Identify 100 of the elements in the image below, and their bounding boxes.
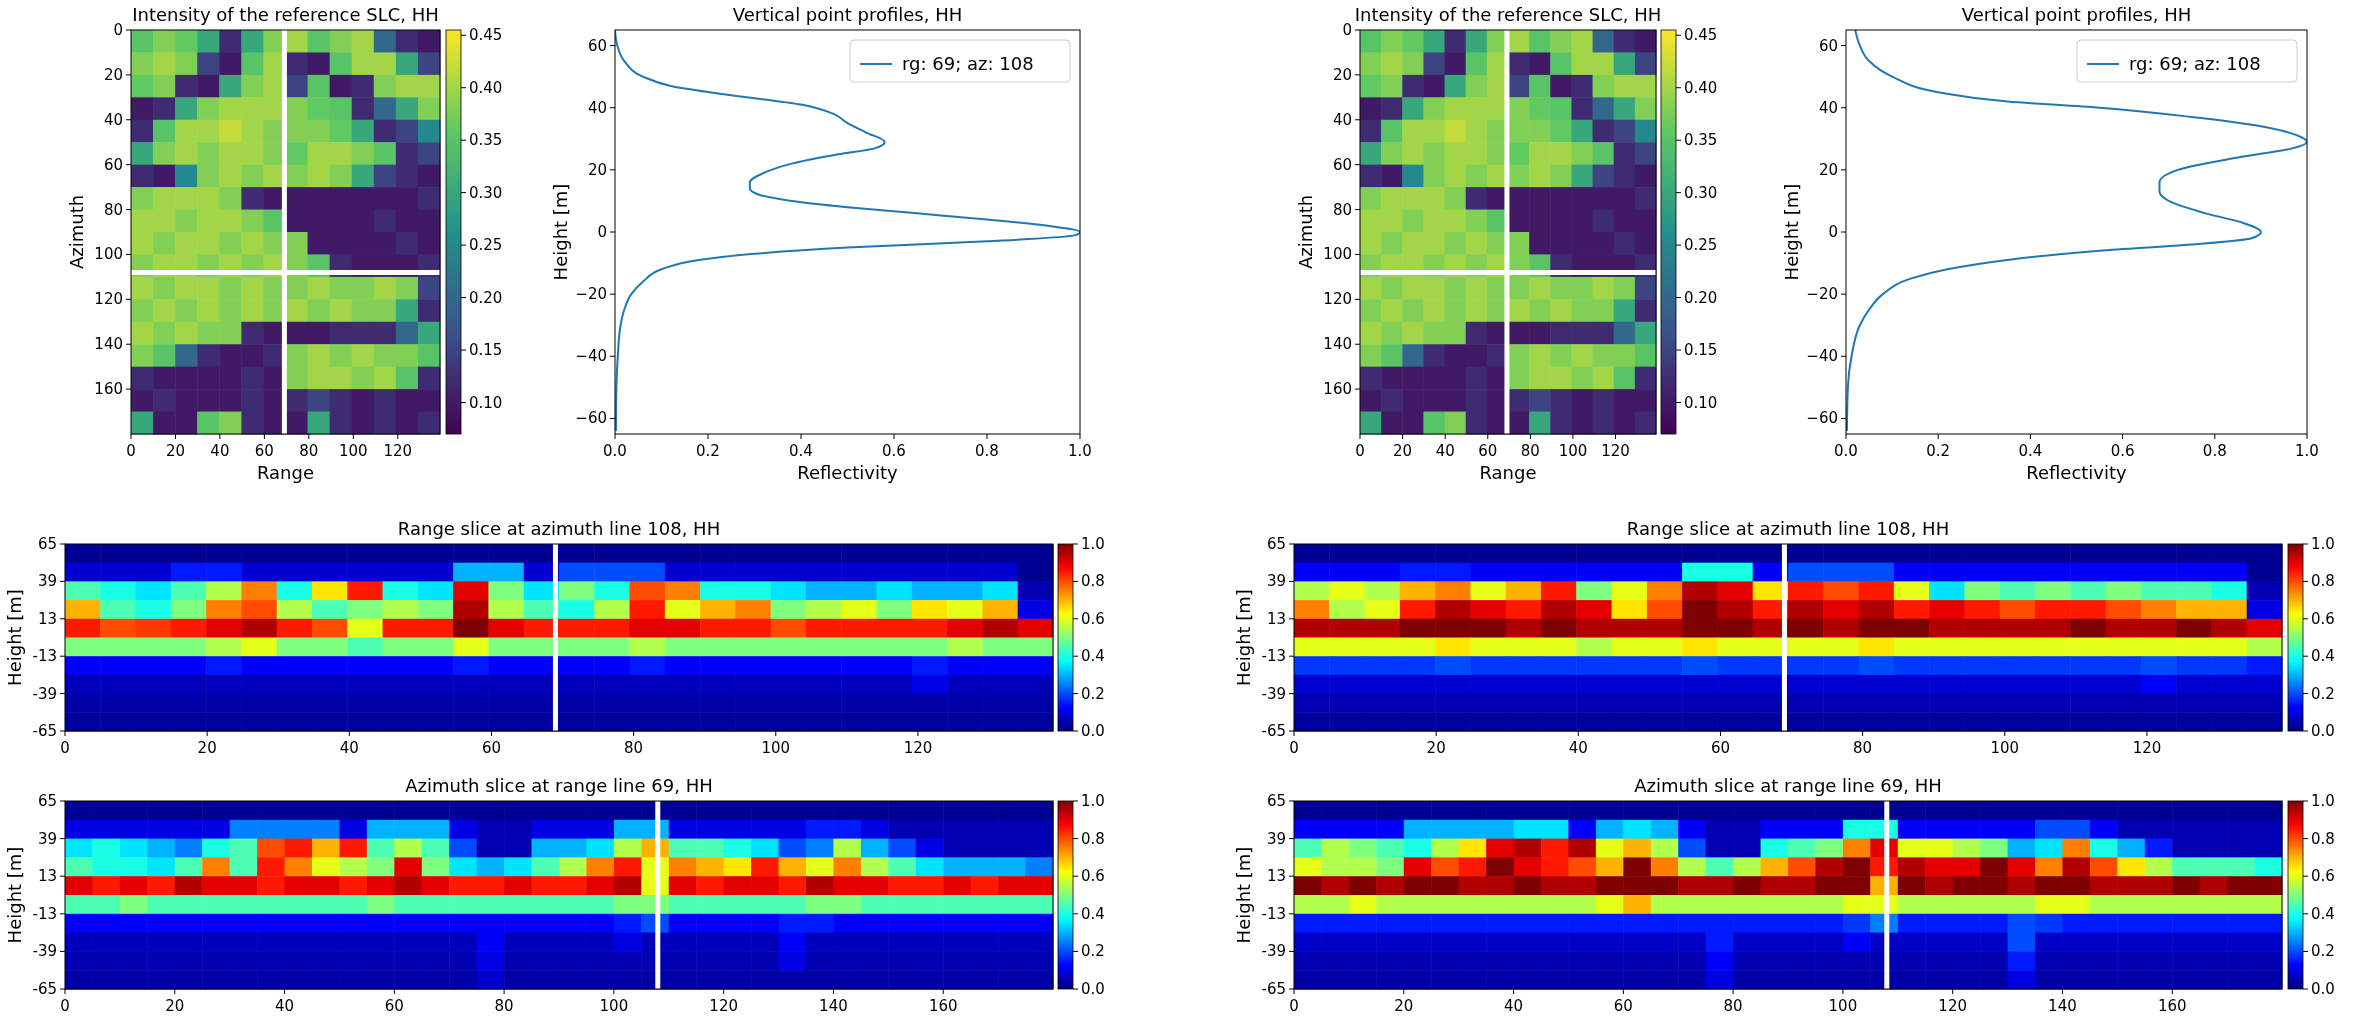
y-axis-title: Height [m] (550, 183, 571, 281)
y-tick-label: 39 (1266, 829, 1286, 848)
y-tick-label: -65 (1261, 722, 1286, 740)
y-axis-title: Height [m] (4, 846, 25, 944)
color-bar-label: 0.40 (1684, 78, 1718, 97)
color-bar-label: 0.6 (2311, 867, 2335, 886)
color-bar-label: 0.6 (1081, 609, 1105, 628)
y-tick-label: -13 (1261, 647, 1286, 666)
y-tick-label: 65 (1266, 535, 1286, 553)
y-tick-label: -13 (1261, 904, 1286, 923)
y-tick-label: -39 (1261, 684, 1286, 703)
color-bar-label: 0.25 (1684, 236, 1718, 255)
color-bar-label: 0.4 (1081, 647, 1105, 666)
x-tick-label: 80 (1723, 997, 1743, 1015)
x-tick-label: 120 (1938, 997, 1967, 1015)
chart-title: Intensity of the reference SLC, HH (1354, 4, 1662, 25)
x-tick-label: 20 (1426, 739, 1446, 757)
y-tick-label: 13 (37, 609, 57, 628)
x-tick-label: 0 (60, 739, 70, 757)
color-bar-label: 1.0 (2311, 792, 2335, 810)
x-tick-label: 40 (1435, 442, 1455, 460)
x-tick-label: 140 (2048, 997, 2077, 1015)
y-tick-label: 60 (1818, 36, 1838, 55)
x-tick-label: 40 (275, 997, 295, 1015)
x-tick-label: 40 (210, 442, 230, 460)
color-bar-label: 0.45 (1684, 26, 1718, 45)
x-axis-title: Reflectivity (797, 462, 899, 483)
y-tick-label: 60 (1332, 155, 1352, 174)
x-tick-label: 160 (928, 997, 958, 1015)
x-tick-label: 0.8 (975, 442, 999, 460)
y-tick-label: -39 (32, 942, 57, 961)
color-bar-label: 0.2 (2311, 942, 2335, 961)
color-bar-label: 0.30 (1684, 183, 1718, 202)
color-bar-label: 1.0 (2311, 535, 2335, 553)
color-bar-label: 0.15 (1684, 341, 1718, 360)
y-tick-label: 60 (587, 36, 607, 55)
y-tick-label: 120 (94, 290, 123, 309)
color-bar-label: 0.2 (1081, 942, 1105, 961)
color-bar-label: 0.40 (469, 78, 503, 97)
y-tick-label: 20 (1818, 160, 1838, 179)
y-tick-label: 100 (1323, 245, 1352, 264)
chart-title: Intensity of the reference SLC, HH (132, 4, 439, 25)
y-tick-label: 39 (1266, 572, 1286, 591)
x-tick-label: 0.0 (603, 442, 627, 460)
y-tick-label: −40 (575, 347, 607, 366)
color-bar-label: 0.25 (469, 236, 503, 255)
x-tick-label: 120 (1601, 442, 1630, 460)
x-tick-label: 0 (126, 442, 136, 460)
y-axis-title: Height [m] (1233, 589, 1254, 686)
x-tick-label: 120 (903, 739, 933, 757)
y-tick-label: −20 (575, 285, 607, 304)
x-tick-label: 40 (1568, 739, 1588, 757)
x-tick-label: 0 (1355, 442, 1365, 460)
x-tick-label: 20 (1393, 442, 1413, 460)
color-bar-label: 0.0 (2311, 722, 2335, 740)
y-tick-label: −20 (1806, 285, 1838, 304)
y-tick-label: 40 (1332, 110, 1352, 129)
x-tick-label: 0.6 (2110, 442, 2135, 460)
x-axis-title: Range (1479, 462, 1537, 483)
color-bar-label: 0.20 (469, 288, 503, 307)
color-bar-label: 0.4 (2311, 647, 2335, 666)
y-tick-label: 13 (1266, 609, 1286, 628)
chart-title: Vertical point profiles, HH (1961, 4, 2192, 25)
y-tick-label: -65 (32, 722, 57, 740)
y-axis-title: Height [m] (1233, 846, 1254, 944)
y-tick-label: -39 (1261, 942, 1286, 961)
y-tick-label: 0 (1342, 21, 1352, 39)
color-bar-label: 0.35 (1684, 131, 1718, 150)
y-tick-label: 0 (597, 223, 607, 241)
x-tick-label: 100 (1558, 442, 1588, 460)
x-tick-label: 60 (1613, 997, 1633, 1015)
x-tick-label: 20 (197, 739, 217, 757)
color-bar-label: 1.0 (1081, 792, 1105, 810)
color-bar-label: 0.10 (469, 393, 503, 412)
x-tick-label: 60 (384, 997, 404, 1015)
y-axis-title: Azimuth (66, 194, 87, 270)
color-bar-label: 0.45 (469, 26, 503, 45)
x-tick-label: 120 (2132, 739, 2162, 757)
color-bar-label: 0.4 (1081, 904, 1105, 923)
x-tick-label: 100 (338, 442, 368, 460)
y-tick-label: 100 (94, 245, 123, 264)
chart-title: Vertical point profiles, HH (732, 4, 963, 25)
color-bar-label: 1.0 (1081, 535, 1105, 553)
x-tick-label: 80 (624, 739, 644, 757)
x-tick-label: 140 (819, 997, 848, 1015)
y-tick-label: −60 (575, 409, 607, 428)
color-bar-label: 0.30 (469, 183, 503, 202)
x-tick-label: 20 (165, 442, 186, 460)
x-tick-label: 0.2 (696, 442, 720, 460)
x-tick-label: 60 (481, 739, 502, 757)
color-bar-label: 0.0 (1081, 722, 1105, 740)
color-bar-label: 0.2 (2311, 684, 2335, 703)
x-axis-title: Reflectivity (2026, 462, 2128, 483)
y-tick-label: 39 (37, 829, 57, 848)
color-bar-label: 0.6 (2311, 609, 2335, 628)
x-tick-label: 40 (339, 739, 359, 757)
chart-title: Azimuth slice at range line 69, HH (1634, 775, 1942, 796)
y-tick-label: -39 (32, 684, 57, 703)
x-tick-label: 80 (1520, 442, 1540, 460)
x-tick-label: 80 (494, 997, 514, 1015)
